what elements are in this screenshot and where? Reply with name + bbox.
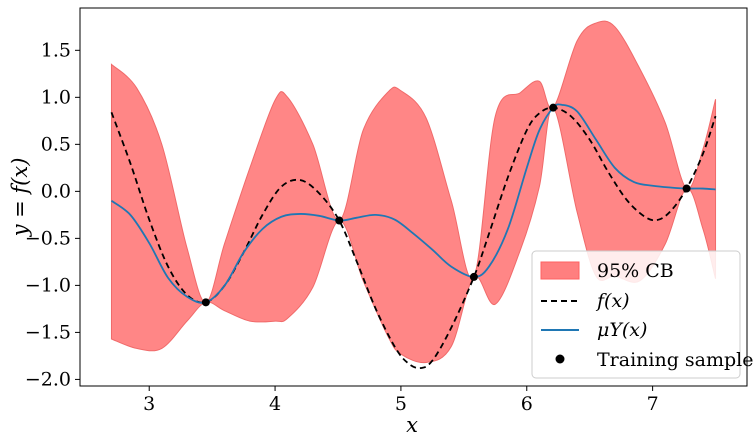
x-tick-label: 6 [521,393,533,415]
legend-swatch-band [540,261,580,280]
training-sample-point [682,184,691,193]
legend-label-samples: Training samples [597,349,754,371]
y-tick-label: −2.0 [25,368,71,390]
x-tick-label: 7 [647,393,659,415]
legend-label-mean: μY(x) [597,319,647,341]
x-tick-label: 4 [269,393,281,415]
axes-frame [79,7,748,387]
legend-box [531,250,741,379]
y-tick-label: −0.5 [25,227,71,249]
y-axis-ticks: −2.0 −1.5 −1.0 −0.5 0.0 0.5 1.0 1.5 [25,39,80,390]
x-tick-label: 5 [395,393,407,415]
legend-label-band: 95% CB [597,260,674,282]
y-tick-label: 1.0 [41,86,71,108]
legend-swatch-samples [555,354,565,364]
y-tick-label: 0.0 [41,180,71,202]
plot-area [110,20,717,370]
training-sample-point [469,272,478,281]
x-tick-label: 3 [143,393,155,415]
y-axis-label: y = f(x) [8,158,32,238]
training-sample-point [335,216,344,225]
y-tick-label: −1.5 [25,321,71,343]
legend: 95% CB f(x) μY(x) Training samples [531,250,754,379]
y-tick-label: 1.5 [41,39,71,61]
confidence-band [110,20,717,364]
posterior-mean-line [110,103,716,304]
y-tick-label: 0.5 [41,133,71,155]
legend-label-true-function: f(x) [595,290,630,312]
training-sample-point [549,103,558,112]
x-axis-label: x [406,413,418,437]
x-axis-ticks: 3 4 5 6 7 [143,386,659,415]
y-tick-label: −1.0 [25,274,71,296]
training-sample-point [201,298,210,307]
